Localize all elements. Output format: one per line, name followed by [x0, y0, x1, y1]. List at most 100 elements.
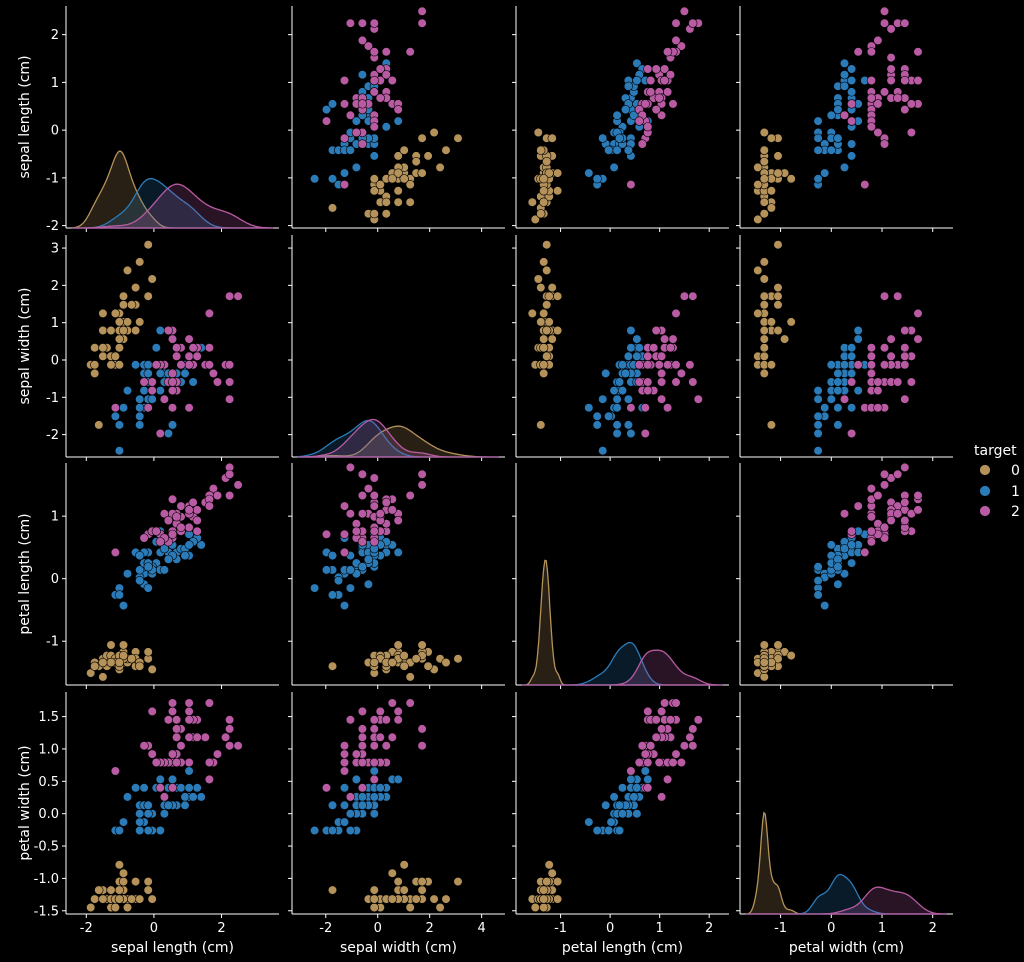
scatter-point-class-1 [327, 590, 338, 600]
scatter-point-class-2 [357, 741, 368, 751]
scatter-point-class-2 [640, 403, 650, 413]
x-tick-label: -1 [774, 921, 787, 936]
scatter-point-class-2 [634, 116, 644, 126]
scatter-point-class-1 [381, 122, 391, 132]
scatter-point-class-1 [351, 774, 362, 785]
scatter-point-class-0 [552, 168, 563, 178]
scatter-point-class-1 [813, 133, 823, 143]
scatter-point-class-2 [634, 377, 644, 387]
scatter-point-class-2 [172, 757, 182, 768]
scatter-point-class-0 [106, 885, 116, 895]
scatter-point-class-2 [879, 343, 890, 353]
scatter-point-class-0 [399, 885, 409, 895]
scatter-point-class-0 [759, 174, 769, 184]
scatter-point-class-2 [640, 749, 650, 759]
scatter-point-class-2 [192, 515, 202, 526]
scatter-point-class-0 [766, 420, 777, 430]
scatter-point-class-2 [345, 792, 356, 802]
scatter-point-class-2 [139, 377, 149, 387]
scatter-point-class-1 [151, 343, 161, 353]
scatter-point-class-1 [833, 562, 843, 572]
scatter-point-class-1 [339, 168, 350, 178]
scatter-point-class-1 [363, 579, 374, 589]
scatter-point-class-1 [813, 386, 823, 396]
scatter-point-class-0 [533, 274, 543, 284]
scatter-point-class-2 [688, 18, 698, 28]
scatter-point-class-0 [542, 325, 552, 336]
scatter-point-class-2 [369, 774, 379, 785]
scatter-point-class-2 [184, 698, 194, 708]
scatter-point-class-1 [813, 116, 823, 126]
scatter-point-class-2 [676, 368, 687, 379]
scatter-point-class-0 [106, 325, 116, 336]
scatter-point-class-2 [879, 6, 890, 16]
scatter-point-class-2 [172, 732, 182, 742]
scatter-point-class-2 [665, 343, 676, 353]
scatter-point-class-0 [759, 325, 769, 336]
scatter-point-class-2 [159, 792, 169, 802]
scatter-point-class-2 [167, 494, 178, 504]
y-tick-label: 2 [51, 279, 59, 294]
scatter-point-class-2 [893, 469, 903, 479]
scatter-point-class-0 [753, 214, 763, 224]
scatter-point-class-2 [369, 757, 379, 768]
scatter-point-class-2 [167, 377, 178, 387]
scatter-point-class-2 [110, 403, 120, 413]
scatter-point-class-2 [369, 122, 379, 132]
scatter-point-class-0 [393, 197, 403, 207]
scatter-point-class-0 [127, 300, 137, 310]
x-tick-label: 0 [374, 921, 382, 936]
scatter-point-class-2 [212, 490, 223, 501]
scatter-point-class-2 [649, 343, 659, 353]
scatter-point-class-2 [167, 706, 178, 717]
scatter-point-class-2 [155, 537, 165, 547]
scatter-point-class-2 [225, 377, 235, 387]
scatter-point-class-1 [813, 411, 823, 421]
y-tick-label: 0.5 [38, 775, 59, 790]
scatter-point-class-1 [369, 809, 379, 819]
scatter-point-class-0 [98, 657, 108, 668]
scatter-point-class-1 [147, 394, 157, 404]
scatter-point-class-0 [110, 308, 120, 319]
scatter-point-class-0 [542, 876, 552, 887]
scatter-point-class-1 [617, 386, 628, 396]
scatter-point-class-1 [592, 825, 602, 836]
scatter-point-class-2 [866, 512, 877, 522]
scatter-point-class-2 [167, 386, 178, 396]
scatter-point-class-0 [86, 668, 96, 678]
scatter-point-class-0 [759, 343, 769, 353]
scatter-point-class-1 [584, 168, 594, 178]
scatter-point-class-0 [327, 203, 338, 213]
scatter-point-class-2 [204, 757, 214, 768]
scatter-point-class-1 [813, 145, 823, 155]
scatter-point-class-2 [646, 75, 656, 86]
scatter-point-class-2 [900, 18, 910, 28]
x-tick-label: 2 [426, 921, 434, 936]
scatter-point-class-2 [321, 116, 332, 126]
scatter-point-class-2 [357, 724, 368, 734]
scatter-point-class-1 [118, 403, 129, 413]
scatter-point-class-1 [357, 800, 368, 810]
scatter-point-class-2 [192, 732, 202, 742]
scatter-point-class-0 [539, 197, 549, 207]
scatter-point-class-2 [688, 741, 698, 751]
scatter-point-class-0 [759, 368, 769, 379]
scatter-point-class-0 [429, 127, 439, 138]
scatter-point-class-2 [357, 469, 368, 479]
scatter-point-class-2 [163, 515, 173, 526]
scatter-point-class-0 [779, 334, 790, 344]
scatter-point-class-0 [94, 885, 104, 895]
scatter-point-class-0 [411, 654, 421, 664]
scatter-point-class-2 [900, 515, 910, 526]
scatter-point-class-2 [339, 133, 350, 143]
scatter-point-class-2 [900, 360, 910, 370]
scatter-point-class-2 [417, 741, 427, 751]
scatter-point-class-2 [671, 360, 681, 370]
x-tick-label: -2 [319, 921, 332, 936]
scatter-point-class-2 [357, 537, 368, 547]
scatter-point-class-0 [90, 368, 100, 379]
scatter-point-class-2 [839, 394, 850, 404]
scatter-point-class-1 [167, 774, 178, 785]
scatter-point-class-0 [369, 209, 379, 219]
